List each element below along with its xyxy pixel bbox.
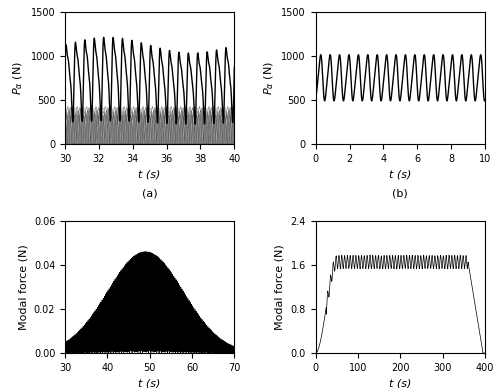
X-axis label: t (s): t (s): [138, 169, 161, 179]
Y-axis label: $P_\alpha$ (N): $P_\alpha$ (N): [12, 61, 25, 95]
Y-axis label: Modal force (N): Modal force (N): [18, 244, 28, 330]
Text: (b): (b): [392, 189, 408, 199]
Text: (a): (a): [142, 189, 158, 199]
Y-axis label: Modal force (N): Modal force (N): [275, 244, 285, 330]
X-axis label: t (s): t (s): [389, 378, 411, 388]
X-axis label: t (s): t (s): [138, 378, 161, 388]
Y-axis label: $P_\alpha$ (N): $P_\alpha$ (N): [262, 61, 276, 95]
X-axis label: t (s): t (s): [389, 169, 411, 179]
